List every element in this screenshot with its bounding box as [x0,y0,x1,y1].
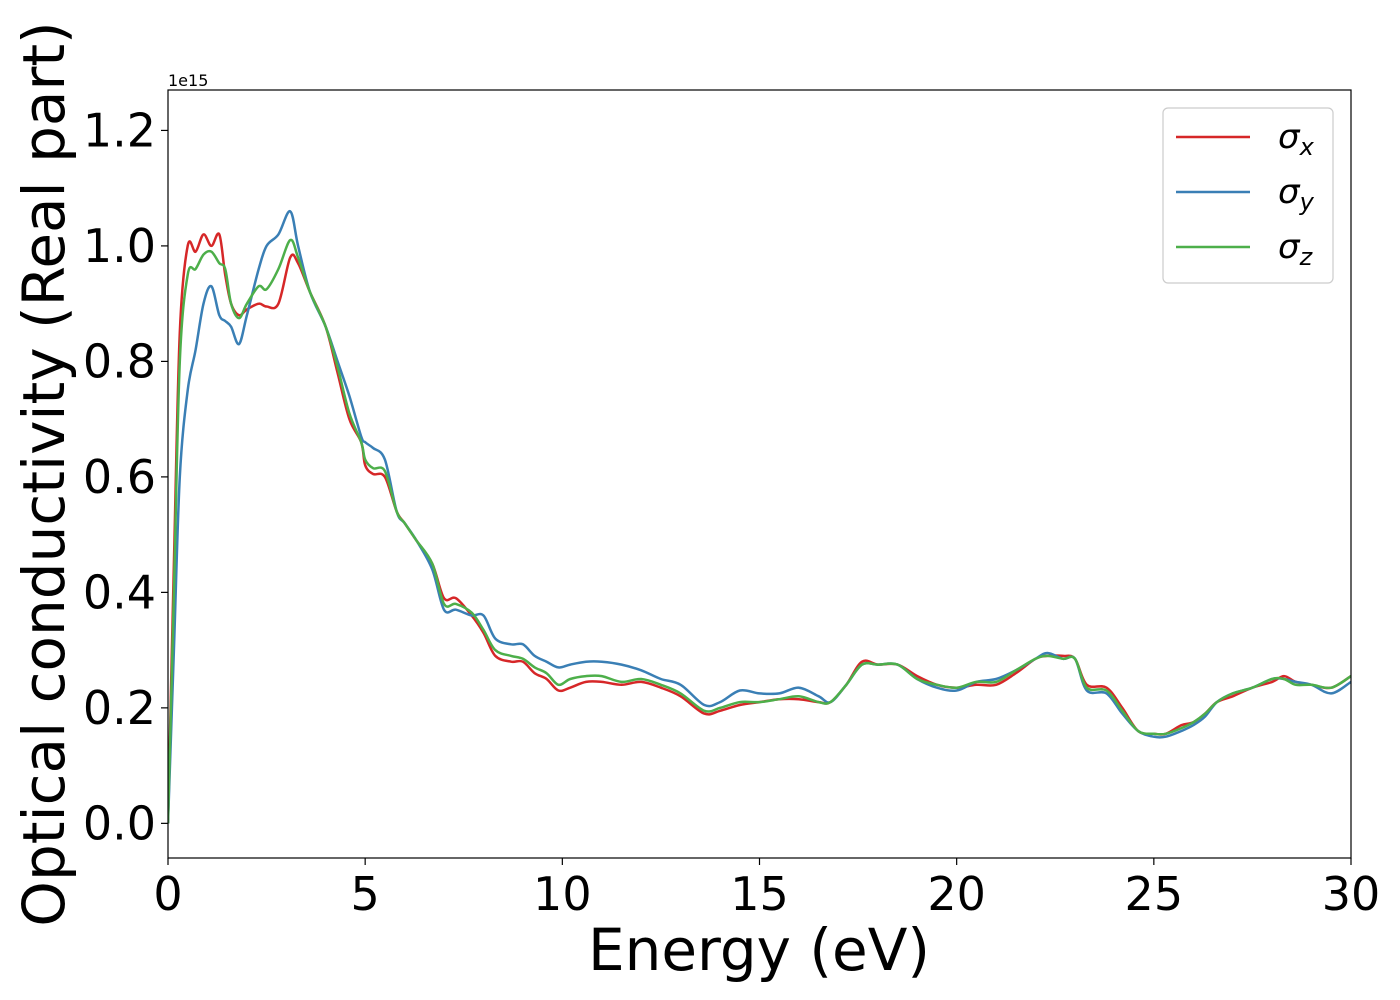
x-tick-label: 20 [927,867,986,921]
y-axis-ticks: 0.0 0.2 0.4 0.6 0.8 1.0 1.2 [83,103,168,850]
series-line-z [168,238,1351,824]
series-layer [168,210,1351,824]
x-tick-label: 0 [153,867,182,921]
x-axis-label: Energy (eV) [588,916,930,984]
y-tick-label: 0.0 [83,796,156,850]
y-tick-label: 0.8 [83,334,156,388]
offset-text: 1e15 [168,71,208,90]
legend-box [1162,107,1334,284]
x-tick-label: 10 [533,867,592,921]
y-tick-label: 1.2 [83,103,156,157]
y-tick-label: 0.6 [83,450,156,504]
x-axis-ticks: 0 5 10 15 20 25 30 [153,858,1380,921]
x-tick-label: 5 [351,867,380,921]
y-tick-label: 0.4 [83,565,156,619]
x-tick-label: 15 [730,867,789,921]
x-tick-label: 30 [1322,867,1381,921]
y-tick-label: 1.0 [83,219,156,273]
y-axis-label: Optical conductivity (Real part) [10,21,78,926]
y-tick-label: 0.2 [83,681,156,735]
x-tick-label: 25 [1125,867,1184,921]
